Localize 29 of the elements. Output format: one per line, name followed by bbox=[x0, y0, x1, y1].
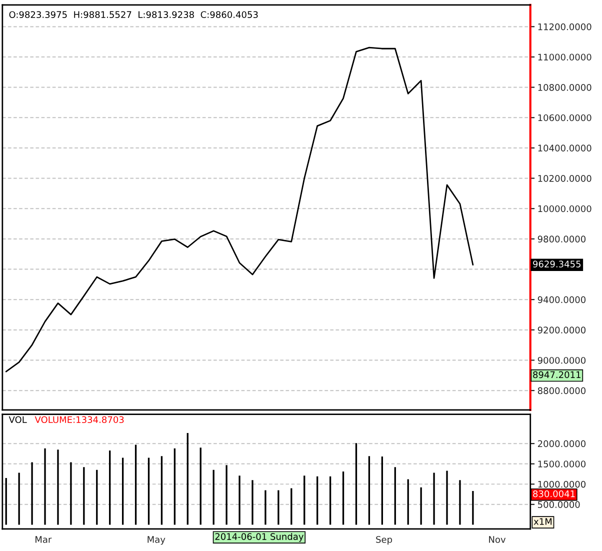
text: 830.0041 bbox=[533, 490, 575, 498]
text: 8947.2011 bbox=[533, 371, 580, 378]
annotation: VOL bbox=[8, 416, 27, 424]
y-tick-label: 2000.0000 bbox=[538, 440, 586, 448]
annotation: VOLUME:1334.8703 bbox=[34, 416, 124, 424]
y-tick-label: 1000.0000 bbox=[538, 480, 586, 488]
y-tick-label: 11000.0000 bbox=[538, 54, 592, 61]
x-tick-label: Nov bbox=[489, 536, 506, 543]
y-tick-label: 500.0000 bbox=[538, 501, 580, 508]
text: 2014-06-01 Sunday bbox=[215, 532, 304, 542]
y-tick-label: 10800.0000 bbox=[538, 84, 592, 91]
text: 9629.3455 bbox=[533, 260, 581, 268]
y-tick-label: 10000.0000 bbox=[538, 205, 592, 212]
y-tick-label: 9800.0000 bbox=[538, 236, 586, 242]
y-tick-label: 9200.0000 bbox=[538, 326, 586, 334]
y-tick-label: 9000.0000 bbox=[538, 356, 586, 364]
y-tick-label: 8800.0000 bbox=[538, 387, 586, 394]
x-tick-label: Mar bbox=[36, 536, 52, 543]
line-series bbox=[5, 46, 474, 372]
text: x1M bbox=[534, 518, 552, 525]
y-tick-label: 10600.0000 bbox=[538, 114, 592, 122]
y-tick-label: 9400.0000 bbox=[538, 296, 586, 304]
y-tick-label: 10400.0000 bbox=[538, 144, 592, 152]
y-tick-label: 10200.0000 bbox=[538, 174, 592, 182]
y-tick-label: 11200.0000 bbox=[538, 23, 592, 30]
y-tick-label: 1500.0000 bbox=[538, 460, 586, 468]
x-tick-label: Sep bbox=[376, 536, 392, 545]
x-tick-label: May bbox=[148, 536, 166, 545]
annotation: O:9823.3975 H:9881.5527 L:9813.9238 C:9860.4053 bbox=[9, 11, 258, 18]
